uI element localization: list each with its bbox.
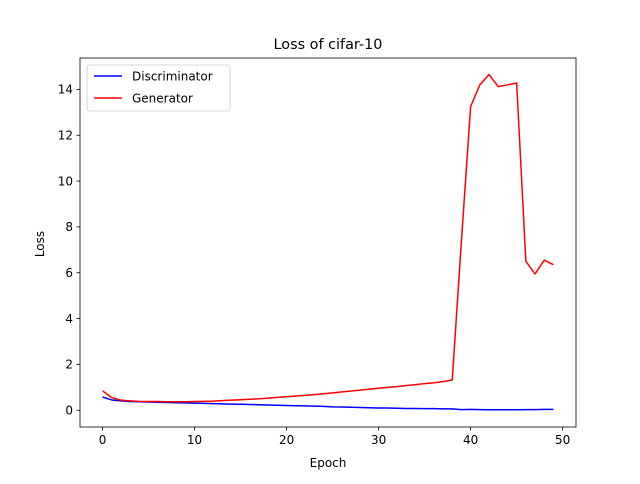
y-tick-label: 6 <box>65 266 73 280</box>
x-tick-label: 0 <box>99 433 107 447</box>
legend-label-generator: Generator <box>132 91 193 105</box>
x-axis-label: Epoch <box>310 456 347 470</box>
series-line-discriminator <box>102 396 554 411</box>
x-tick-label: 30 <box>371 433 386 447</box>
y-tick-label: 10 <box>58 174 73 188</box>
chart-title: Loss of cifar-10 <box>274 37 383 53</box>
axes-frame <box>79 57 577 428</box>
plot-area: 0 10 20 30 40 50 0 2 4 6 8 10 12 14 Discriminator Gener… <box>58 57 577 447</box>
y-tick-label: 0 <box>65 404 73 418</box>
legend-box <box>86 64 231 112</box>
x-tick-label: 50 <box>555 433 570 447</box>
x-tick-label: 10 <box>187 433 202 447</box>
y-tick-label: 12 <box>58 129 73 143</box>
series-line-generator <box>102 73 554 403</box>
y-tick-label: 14 <box>58 83 73 97</box>
x-tick-label: 20 <box>279 433 294 447</box>
y-tick-label: 4 <box>65 312 73 326</box>
legend-label-discriminator: Discriminator <box>132 69 213 83</box>
y-tick-label: 2 <box>65 358 73 372</box>
y-axis-label: Loss <box>33 231 47 257</box>
x-tick-label: 40 <box>463 433 478 447</box>
y-tick-label: 8 <box>65 220 73 234</box>
